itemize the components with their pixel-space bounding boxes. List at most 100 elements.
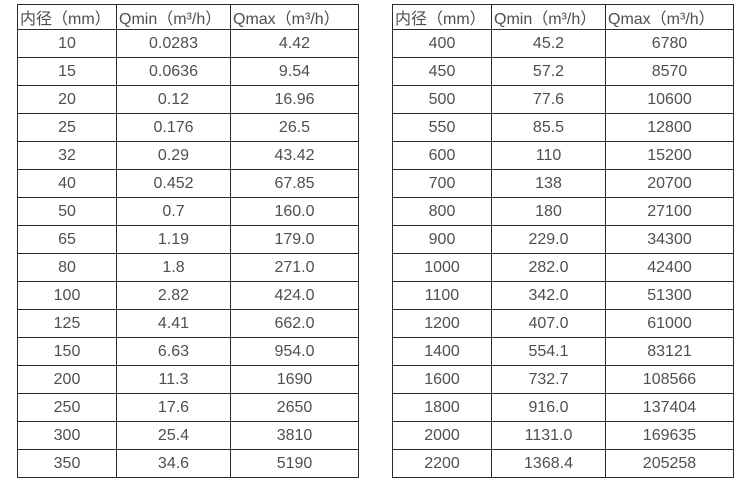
table-cell: 1600 bbox=[392, 365, 492, 394]
table-row: 1600 732.7 108566 bbox=[392, 365, 734, 394]
table-row: 1800 916.0 137404 bbox=[392, 393, 734, 422]
table-row: 65 1.19 179.0 bbox=[17, 225, 359, 254]
table-cell: 51300 bbox=[605, 281, 734, 310]
table-cell: 83121 bbox=[605, 337, 734, 366]
table-cell: 4.42 bbox=[230, 29, 359, 58]
table-cell: 200 bbox=[17, 365, 117, 394]
table-cell: 954.0 bbox=[230, 337, 359, 366]
table-cell: 50 bbox=[17, 197, 117, 226]
table-cell: 77.6 bbox=[491, 85, 606, 114]
table-row: 1400 554.1 83121 bbox=[392, 337, 734, 366]
table-cell: 554.1 bbox=[491, 337, 606, 366]
table-cell: 8570 bbox=[605, 57, 734, 86]
table-row: 1000 282.0 42400 bbox=[392, 253, 734, 282]
table-row: 2000 1131.0 169635 bbox=[392, 421, 734, 450]
table-cell: 34300 bbox=[605, 225, 734, 254]
table-cell: 80 bbox=[17, 253, 117, 282]
table-cell: 10600 bbox=[605, 85, 734, 114]
table-row: 15 0.0636 9.54 bbox=[17, 57, 359, 86]
table-cell: 9.54 bbox=[230, 57, 359, 86]
flow-spec-table-small-diameters: 内径（mm） Qmin（m³/h） Qmax（m³/h） 10 0.0283 4.42 15… bbox=[17, 4, 359, 478]
table-row: 20 0.12 16.96 bbox=[17, 85, 359, 114]
table-cell: 400 bbox=[392, 29, 492, 58]
table-row: 800 180 27100 bbox=[392, 197, 734, 226]
flow-spec-table-large-diameters: 内径（mm） Qmin（m³/h） Qmax（m³/h） 400 45.2 6780 450… bbox=[392, 4, 734, 478]
table-cell: 271.0 bbox=[230, 253, 359, 282]
table-row: 700 138 20700 bbox=[392, 169, 734, 198]
table-cell: 34.6 bbox=[116, 449, 231, 478]
table-cell: 1400 bbox=[392, 337, 492, 366]
table-cell: 900 bbox=[392, 225, 492, 254]
table-row: 900 229.0 34300 bbox=[392, 225, 734, 254]
table-row: 400 45.2 6780 bbox=[392, 29, 734, 58]
table-cell: 10 bbox=[17, 29, 117, 58]
table-row: 25 0.176 26.5 bbox=[17, 113, 359, 142]
table-cell: 57.2 bbox=[491, 57, 606, 86]
table-cell: 180 bbox=[491, 197, 606, 226]
table-cell: 108566 bbox=[605, 365, 734, 394]
table-cell: 229.0 bbox=[491, 225, 606, 254]
table-cell: 1131.0 bbox=[491, 421, 606, 450]
table-cell: 40 bbox=[17, 169, 117, 198]
table-row: 600 110 15200 bbox=[392, 141, 734, 170]
table-cell: 424.0 bbox=[230, 281, 359, 310]
table-cell: 1000 bbox=[392, 253, 492, 282]
table-cell: 32 bbox=[17, 141, 117, 170]
table-cell: 43.42 bbox=[230, 141, 359, 170]
table-row: 32 0.29 43.42 bbox=[17, 141, 359, 170]
table-cell: 45.2 bbox=[491, 29, 606, 58]
header-row: 内径（mm） Qmin（m³/h） Qmax（m³/h） bbox=[392, 4, 734, 30]
table-row: 1200 407.0 61000 bbox=[392, 309, 734, 338]
table-cell: 1200 bbox=[392, 309, 492, 338]
table-cell: 1100 bbox=[392, 281, 492, 310]
table-cell: 0.12 bbox=[116, 85, 231, 114]
table-cell: 138 bbox=[491, 169, 606, 198]
table-cell: 1690 bbox=[230, 365, 359, 394]
table-cell: 700 bbox=[392, 169, 492, 198]
header-cell: Qmax（m³/h） bbox=[230, 4, 359, 30]
table-cell: 61000 bbox=[605, 309, 734, 338]
table-cell: 0.0283 bbox=[116, 29, 231, 58]
table-cell: 0.7 bbox=[116, 197, 231, 226]
table-cell: 0.176 bbox=[116, 113, 231, 142]
table-cell: 6.63 bbox=[116, 337, 231, 366]
table-cell: 2000 bbox=[392, 421, 492, 450]
table-cell: 26.5 bbox=[230, 113, 359, 142]
table-cell: 65 bbox=[17, 225, 117, 254]
table-cell: 85.5 bbox=[491, 113, 606, 142]
table-cell: 42400 bbox=[605, 253, 734, 282]
table-row: 125 4.41 662.0 bbox=[17, 309, 359, 338]
table-row: 300 25.4 3810 bbox=[17, 421, 359, 450]
table-cell: 4.41 bbox=[116, 309, 231, 338]
table-cell: 732.7 bbox=[491, 365, 606, 394]
table-cell: 500 bbox=[392, 85, 492, 114]
table-cell: 27100 bbox=[605, 197, 734, 226]
table-cell: 550 bbox=[392, 113, 492, 142]
table-cell: 11.3 bbox=[116, 365, 231, 394]
header-cell: Qmin（m³/h） bbox=[491, 4, 606, 30]
table-cell: 1800 bbox=[392, 393, 492, 422]
table-cell: 450 bbox=[392, 57, 492, 86]
table-row: 500 77.6 10600 bbox=[392, 85, 734, 114]
table-cell: 250 bbox=[17, 393, 117, 422]
table-cell: 1368.4 bbox=[491, 449, 606, 478]
header-cell: 内径（mm） bbox=[17, 4, 117, 30]
table-cell: 0.29 bbox=[116, 141, 231, 170]
table-cell: 6780 bbox=[605, 29, 734, 58]
table-row: 10 0.0283 4.42 bbox=[17, 29, 359, 58]
table-row: 450 57.2 8570 bbox=[392, 57, 734, 86]
table-cell: 2.82 bbox=[116, 281, 231, 310]
table-cell: 407.0 bbox=[491, 309, 606, 338]
table-cell: 16.96 bbox=[230, 85, 359, 114]
table-cell: 916.0 bbox=[491, 393, 606, 422]
table-cell: 2200 bbox=[392, 449, 492, 478]
table-cell: 160.0 bbox=[230, 197, 359, 226]
header-cell: 内径（mm） bbox=[392, 4, 492, 30]
table-cell: 300 bbox=[17, 421, 117, 450]
table-cell: 25 bbox=[17, 113, 117, 142]
table-cell: 15 bbox=[17, 57, 117, 86]
table-cell: 20 bbox=[17, 85, 117, 114]
header-cell: Qmax（m³/h） bbox=[605, 4, 734, 30]
table-cell: 662.0 bbox=[230, 309, 359, 338]
